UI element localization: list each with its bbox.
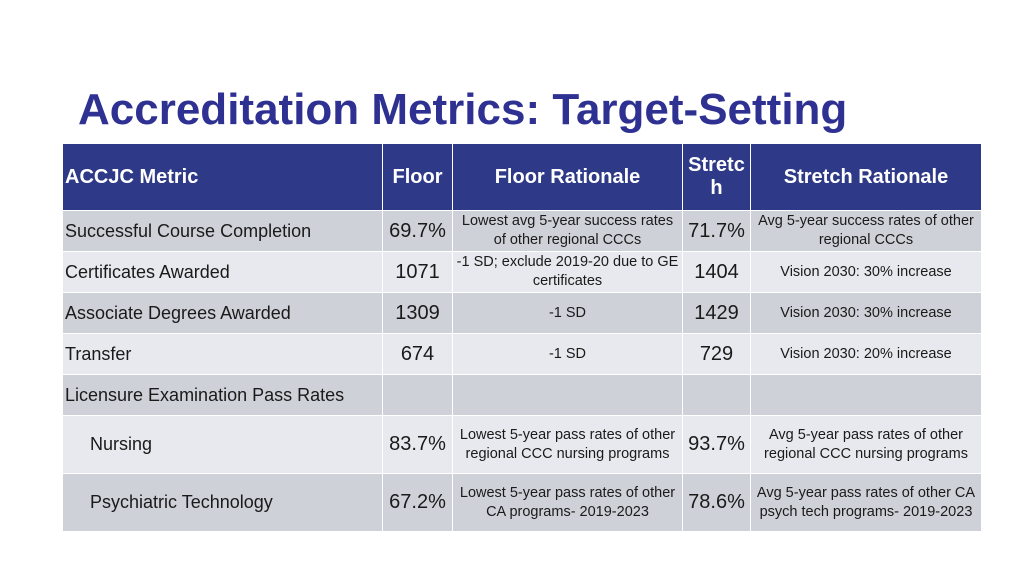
metric-cell: Successful Course Completion (62, 210, 383, 252)
floor-cell: 67.2% (382, 473, 453, 532)
stretch-rationale-cell: Vision 2030: 30% increase (750, 251, 982, 293)
floor-rationale-cell: Lowest 5-year pass rates of other region… (452, 415, 683, 474)
slide-title: Accreditation Metrics: Target-Setting (78, 85, 848, 134)
table-row: Nursing 83.7% Lowest 5-year pass rates o… (62, 415, 982, 474)
stretch-rationale-cell: Avg 5-year pass rates of other regional … (750, 415, 982, 474)
floor-cell: 69.7% (382, 210, 453, 252)
floor-rationale-cell: Lowest 5-year pass rates of other CA pro… (452, 473, 683, 532)
header-stretch: Stretc h (682, 143, 751, 211)
stretch-rationale-cell: Avg 5-year pass rates of other CA psych … (750, 473, 982, 532)
floor-rationale-cell: Lowest avg 5-year success rates of other… (452, 210, 683, 252)
table-row: Psychiatric Technology 67.2% Lowest 5-ye… (62, 473, 982, 532)
floor-cell: 674 (382, 333, 453, 375)
metric-cell: Certificates Awarded (62, 251, 383, 293)
table-row: Successful Course Completion 69.7% Lowes… (62, 210, 982, 252)
metrics-table: ACCJC Metric Floor Floor Rationale Stret… (62, 143, 982, 532)
floor-rationale-cell (452, 374, 683, 416)
floor-cell: 83.7% (382, 415, 453, 474)
stretch-cell: 1404 (682, 251, 751, 293)
header-floor-rationale: Floor Rationale (452, 143, 683, 211)
table-row: Certificates Awarded 1071 -1 SD; exclude… (62, 251, 982, 293)
table-row: Transfer 674 -1 SD 729 Vision 2030: 20% … (62, 333, 982, 375)
metric-cell: Nursing (62, 415, 383, 474)
metric-cell: Transfer (62, 333, 383, 375)
stretch-cell: 1429 (682, 292, 751, 334)
header-metric: ACCJC Metric (62, 143, 383, 211)
floor-cell (382, 374, 453, 416)
metric-cell: Licensure Examination Pass Rates (62, 374, 383, 416)
metric-cell: Associate Degrees Awarded (62, 292, 383, 334)
stretch-cell: 71.7% (682, 210, 751, 252)
stretch-cell: 93.7% (682, 415, 751, 474)
header-stretch-rationale: Stretch Rationale (750, 143, 982, 211)
header-row: ACCJC Metric Floor Floor Rationale Stret… (62, 143, 982, 211)
stretch-rationale-cell: Vision 2030: 20% increase (750, 333, 982, 375)
floor-rationale-cell: -1 SD; exclude 2019-20 due to GE certifi… (452, 251, 683, 293)
stretch-cell: 729 (682, 333, 751, 375)
stretch-cell: 78.6% (682, 473, 751, 532)
table-row: Associate Degrees Awarded 1309 -1 SD 142… (62, 292, 982, 334)
stretch-rationale-cell: Avg 5-year success rates of other region… (750, 210, 982, 252)
stretch-cell (682, 374, 751, 416)
floor-cell: 1071 (382, 251, 453, 293)
stretch-rationale-cell (750, 374, 982, 416)
header-floor: Floor (382, 143, 453, 211)
floor-rationale-cell: -1 SD (452, 333, 683, 375)
metric-cell: Psychiatric Technology (62, 473, 383, 532)
floor-cell: 1309 (382, 292, 453, 334)
stretch-rationale-cell: Vision 2030: 30% increase (750, 292, 982, 334)
table-row: Licensure Examination Pass Rates (62, 374, 982, 416)
floor-rationale-cell: -1 SD (452, 292, 683, 334)
